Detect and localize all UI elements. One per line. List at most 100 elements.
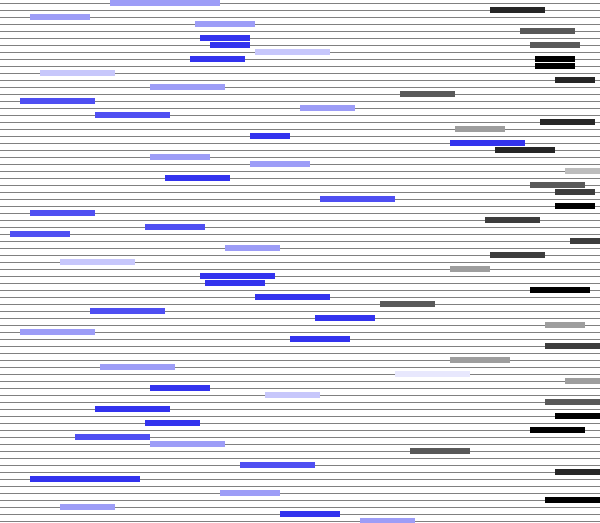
segment-bar [545,497,600,503]
row-gridline [0,129,600,130]
row-gridline [0,458,600,459]
segment-bar [75,434,150,440]
row-gridline [0,304,600,305]
segment-bar [10,231,70,237]
row-gridline [0,171,600,172]
segment-bar [545,343,600,349]
row-gridline [0,318,600,319]
segment-bar [40,70,115,76]
row-gridline [0,17,600,18]
row-gridline [0,360,600,361]
row-gridline [0,269,600,270]
segment-bar [145,224,205,230]
row-gridline [0,227,600,228]
segment-bar [250,133,290,139]
segment-bar [450,357,510,363]
row-gridline [0,199,600,200]
segment-bar [200,35,250,41]
segment-bar [540,119,595,125]
row-gridline [0,122,600,123]
segment-bar [165,175,230,181]
segment-bar [360,518,415,523]
row-gridline [0,290,600,291]
row-gridline [0,192,600,193]
row-gridline [0,402,600,403]
segment-bar [20,329,95,335]
row-gridline [0,38,600,39]
segment-bar [300,105,355,111]
segment-bar [60,504,115,510]
segment-bar [60,259,135,265]
row-gridline [0,325,600,326]
segment-bar [150,441,225,447]
row-gridline [0,416,600,417]
row-gridline [0,346,600,347]
segment-bar [565,168,600,174]
segment-bar [150,154,210,160]
segment-bar [150,385,210,391]
segment-bar [555,413,600,419]
row-gridline [0,185,600,186]
segment-bar [210,42,250,48]
segment-bar [495,147,555,153]
row-gridline [0,87,600,88]
segment-bar [200,273,275,279]
segment-bar [315,315,375,321]
segment-bar [225,245,280,251]
row-gridline [0,409,600,410]
row-gridline [0,234,600,235]
segment-bar [195,21,255,27]
segment-bar [410,448,470,454]
segment-bar [20,98,95,104]
row-gridline [0,136,600,137]
segment-bar [30,14,90,20]
segment-bar [190,56,245,62]
segment-bar [455,126,505,132]
segment-bar [490,252,545,258]
row-gridline [0,486,600,487]
segment-bar [95,406,170,412]
row-gridline [0,521,600,522]
row-gridline [0,374,600,375]
row-gridline [0,178,600,179]
row-gridline [0,248,600,249]
segment-bar [380,301,435,307]
segment-bar [555,203,595,209]
segment-bar [565,378,600,384]
segment-bar [265,392,320,398]
segment-bar [255,294,330,300]
row-gridline [0,283,600,284]
segment-bar [395,371,470,377]
segment-bar [240,462,315,468]
row-gridline [0,381,600,382]
row-gridline [0,3,600,4]
segment-bar [520,28,575,34]
segment-bar [290,336,350,342]
segment-bar [530,42,580,48]
segment-bar [145,420,200,426]
row-gridline [0,493,600,494]
segment-bar [90,308,165,314]
segment-bar [95,112,170,118]
row-gridline [0,66,600,67]
row-gridline [0,115,600,116]
row-gridline [0,241,600,242]
segment-bar [530,182,585,188]
segment-bar [570,238,600,244]
segment-bar [555,469,600,475]
segment-bar [320,196,395,202]
row-gridline [0,367,600,368]
row-gridline [0,472,600,473]
segment-bar [450,140,525,146]
segment-bar [280,511,340,517]
segment-bar [150,84,225,90]
segment-bar [535,56,575,62]
segment-bar [205,280,265,286]
segment-bar [545,322,585,328]
segment-bar [220,490,280,496]
segment-bar [535,63,575,69]
segment-bar [30,210,95,216]
segment-bar [110,0,220,6]
row-gridline [0,423,600,424]
row-gridline [0,353,600,354]
